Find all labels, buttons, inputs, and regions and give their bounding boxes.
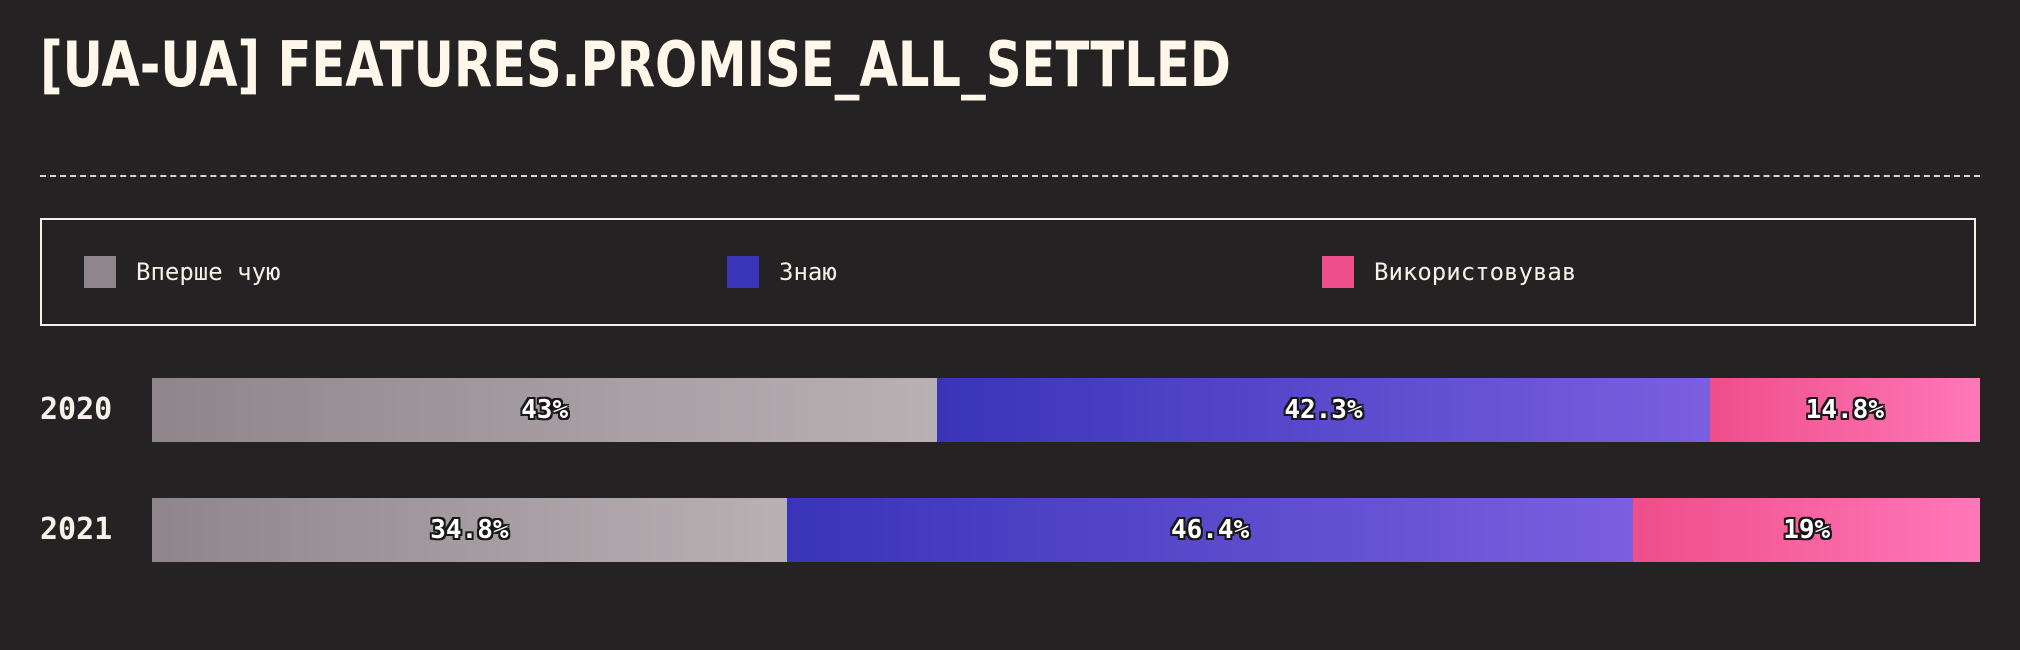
row-label-2021: 2021 (40, 512, 113, 547)
legend-label: Вперше чую (136, 258, 281, 286)
legend-item-3[interactable]: Використовував (1322, 220, 1576, 324)
legend-item-2[interactable]: Знаю (727, 220, 837, 324)
legend-swatch (1322, 256, 1354, 288)
data-label: 19% (1783, 515, 1831, 545)
legend-item-1[interactable]: Вперше чую (84, 220, 281, 324)
chart-title: [UA-UA] FEATURES.PROMISE_ALL_SETTLED (40, 28, 1231, 101)
legend-swatch (84, 256, 116, 288)
bar-segment-2021-2[interactable]: 46.4% (786, 498, 1634, 562)
stacked-bar-2020: 43% 42.3% 14.8% (152, 378, 1980, 442)
data-label: 46.4% (1170, 515, 1250, 545)
data-label: 42.3% (1284, 395, 1363, 425)
bar-segment-2021-1[interactable]: 34.8% (152, 498, 787, 562)
bar-segment-2020-1[interactable]: 43% (152, 378, 938, 442)
bar-segment-2020-2[interactable]: 42.3% (937, 378, 1710, 442)
row-label-2020: 2020 (40, 392, 113, 427)
chart-legend: Вперше чую Знаю Використовував (40, 218, 1976, 326)
legend-label: Використовував (1374, 258, 1577, 286)
bar-segment-2020-3[interactable]: 14.8% (1709, 378, 1980, 442)
legend-swatch (727, 256, 759, 288)
bar-segment-2021-3[interactable]: 19% (1633, 498, 1980, 562)
legend-label: Знаю (779, 258, 837, 286)
stacked-bar-2021: 34.8% 46.4% 19% (152, 498, 1980, 562)
title-divider (40, 175, 1980, 177)
data-label: 43% (521, 395, 569, 425)
data-label: 34.8% (430, 515, 509, 545)
data-label: 14.8% (1805, 395, 1884, 425)
